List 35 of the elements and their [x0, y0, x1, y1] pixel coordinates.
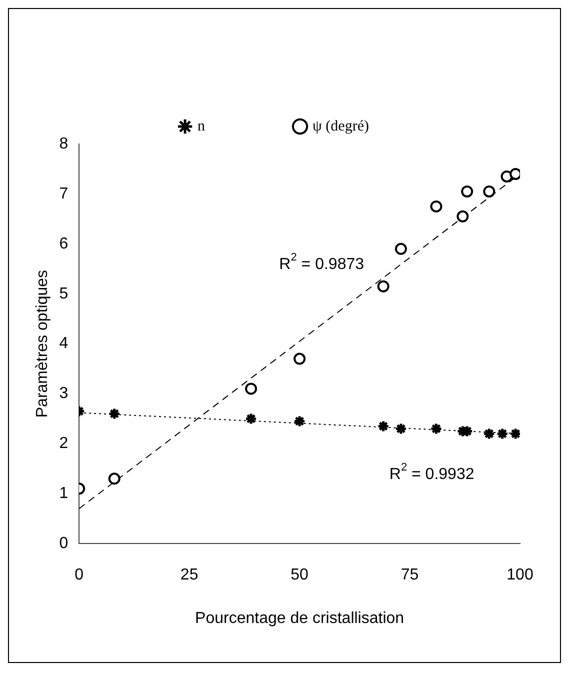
point — [377, 280, 390, 292]
point — [108, 472, 120, 485]
y-tick-label: 8 — [59, 135, 68, 152]
x-tick-label: 50 — [290, 566, 309, 584]
y-tick-label: 6 — [59, 235, 68, 252]
y-axis-title: Paramètres optiques — [34, 270, 52, 418]
point — [461, 185, 474, 198]
legend-label: ψ (degré) — [312, 118, 369, 134]
y-tick-label: 4 — [59, 335, 68, 352]
point — [483, 185, 496, 198]
x-tick-label: 100 — [506, 566, 534, 584]
y-tick-label: 7 — [59, 185, 68, 202]
y-tick-label: 1 — [59, 485, 68, 502]
point — [430, 422, 442, 435]
y-tick-label: 3 — [59, 385, 68, 402]
y-tick-label: 2 — [59, 435, 68, 452]
x-axis-title: Pourcentage de cristallisation — [195, 610, 404, 627]
point — [377, 420, 390, 432]
point — [245, 382, 258, 395]
point — [456, 210, 469, 222]
x-tick-label: 0 — [74, 566, 84, 584]
point — [244, 412, 258, 425]
x-tick-label: 25 — [180, 566, 198, 584]
point — [293, 414, 306, 428]
point — [394, 242, 407, 255]
y-tick-label: 5 — [59, 285, 68, 302]
point — [482, 427, 496, 440]
x-tick-label: 75 — [400, 566, 419, 584]
legend-label: n — [198, 118, 206, 134]
point — [496, 427, 509, 440]
point — [108, 407, 121, 420]
point — [394, 422, 408, 435]
point — [430, 200, 442, 212]
point — [294, 352, 306, 365]
y-tick-label: 0 — [59, 535, 68, 552]
